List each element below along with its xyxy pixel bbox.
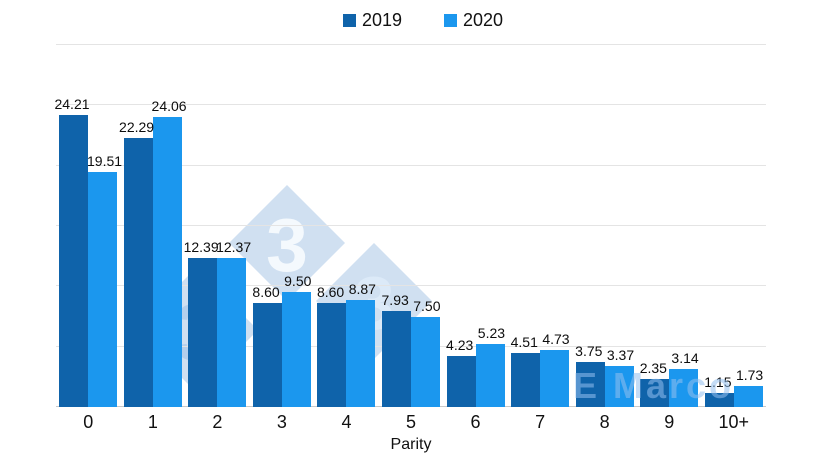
bar-group-6: 4.23 5.23 xyxy=(443,45,508,407)
value-label-2019-1: 22.29 xyxy=(119,119,155,136)
legend-label-2019: 2019 xyxy=(361,10,402,30)
value-label-2020-2: 12.37 xyxy=(216,238,252,255)
value-label-2019-0: 24.21 xyxy=(54,95,90,112)
bar-2019-4: 8.60 xyxy=(317,284,347,407)
value-label-2020-10+: 1.73 xyxy=(735,367,764,384)
bar-2020-0: 19.51 xyxy=(87,153,122,407)
x-axis-title: Parity xyxy=(390,436,432,453)
plot-area: 333 24.2119.5122.2924.0612.3912.378.609.… xyxy=(54,44,766,407)
legend-label-2020: 2020 xyxy=(463,10,504,30)
value-label-2020-9: 3.14 xyxy=(671,350,699,367)
bar-group-7: 4.51 4.73 xyxy=(508,45,573,407)
value-label-2019-3: 8.60 xyxy=(252,284,280,301)
value-label-2020-5: 7.50 xyxy=(413,297,441,314)
bar-group-2: 12.39 12.37 xyxy=(184,45,251,407)
value-label-2020-4: 8.87 xyxy=(348,280,376,297)
bar-2020-5: 7.50 xyxy=(411,298,440,407)
bar-2019-1: 22.29 xyxy=(119,119,154,407)
gridline-y-20 xyxy=(56,164,766,166)
bar-2020-4: 8.87 xyxy=(346,281,376,407)
bar-2019-10+: 1.15 xyxy=(704,374,734,407)
bar-2019-3: 8.60 xyxy=(252,284,282,407)
x-tick-6: 6 xyxy=(470,412,481,432)
x-tick-10+: 10+ xyxy=(718,412,750,432)
value-label-2020-6: 5.23 xyxy=(477,324,506,341)
x-tick-8: 8 xyxy=(599,412,610,432)
value-label-2019-10+: 1.15 xyxy=(704,374,732,391)
x-tick-7: 7 xyxy=(535,412,546,432)
bar-group-9: 2.35 3.14 xyxy=(637,45,702,407)
value-label-2020-8: 3.37 xyxy=(606,347,635,364)
value-label-2019-5: 7.93 xyxy=(381,292,409,309)
x-tick-9: 9 xyxy=(664,412,675,432)
bar-2019-7: 4.51 xyxy=(511,334,541,407)
value-label-2020-0: 19.51 xyxy=(86,152,123,169)
bar-2020-10+: 1.73 xyxy=(733,367,763,407)
bar-group-4: 8.60 8.87 xyxy=(314,45,379,407)
value-label-2020-7: 4.73 xyxy=(542,330,570,347)
bar-2020-7: 4.73 xyxy=(540,331,570,407)
gridline-y-25 xyxy=(56,104,766,106)
bar-2020-2: 12.37 xyxy=(216,239,251,407)
bar-group-1: 22.29 24.06 xyxy=(119,45,187,407)
legend-item-2019: 2019 xyxy=(342,10,402,31)
x-tick-1: 1 xyxy=(147,412,158,432)
bar-2020-1: 24.06 xyxy=(152,98,187,407)
x-axis-tick-labels: 0 1 2 3 4 5 6 7 8 9 10+ xyxy=(56,412,766,433)
legend: 2019 2020 xyxy=(0,10,820,31)
bar-2019-0: 24.21 xyxy=(54,96,90,407)
value-label-2019-7: 4.51 xyxy=(510,333,538,350)
bar-2020-3: 9.50 xyxy=(281,273,311,407)
bar-2020-6: 5.23 xyxy=(475,325,505,407)
bar-2019-8: 3.75 xyxy=(575,343,605,407)
gridline-y-30 xyxy=(56,44,766,45)
bar-2020-8: 3.37 xyxy=(604,347,634,407)
x-tick-5: 5 xyxy=(406,412,417,432)
value-label-2020-1: 24.06 xyxy=(151,97,187,114)
x-tick-4: 4 xyxy=(341,412,352,432)
value-label-2019-6: 4.23 xyxy=(446,336,474,353)
bar-2019-2: 12.39 xyxy=(184,239,219,407)
legend-item-2020: 2020 xyxy=(444,10,503,31)
legend-swatch-2020 xyxy=(444,14,457,27)
legend-swatch-2019 xyxy=(342,14,356,27)
value-label-2019-9: 2.35 xyxy=(639,359,667,376)
value-label-2020-3: 9.50 xyxy=(284,273,312,290)
bar-2019-9: 2.35 xyxy=(640,360,670,407)
bar-group-0: 24.21 19.51 xyxy=(54,45,122,407)
value-label-2019-8: 3.75 xyxy=(575,342,603,359)
x-tick-2: 2 xyxy=(212,412,223,432)
x-tick-0: 0 xyxy=(83,412,94,432)
bar-2019-5: 7.93 xyxy=(382,292,411,407)
gridline-y-15 xyxy=(56,225,766,226)
bar-group-10+: 1.15 1.73 xyxy=(701,45,766,407)
bar-2020-9: 3.14 xyxy=(669,350,699,407)
bar-2019-6: 4.23 xyxy=(446,337,476,407)
value-label-2019-2: 12.39 xyxy=(183,238,219,255)
value-label-2019-4: 8.60 xyxy=(316,284,345,301)
bar-groups: 24.21 19.51 22.29 24.06 12.39 12.37 8.60 9.50 8.… xyxy=(54,45,766,407)
bar-group-5: 7.93 7.50 xyxy=(379,45,444,407)
bar-group-3: 8.60 9.50 xyxy=(250,45,315,407)
x-tick-3: 3 xyxy=(276,412,287,432)
bar-group-8: 3.75 3.37 xyxy=(572,45,637,407)
